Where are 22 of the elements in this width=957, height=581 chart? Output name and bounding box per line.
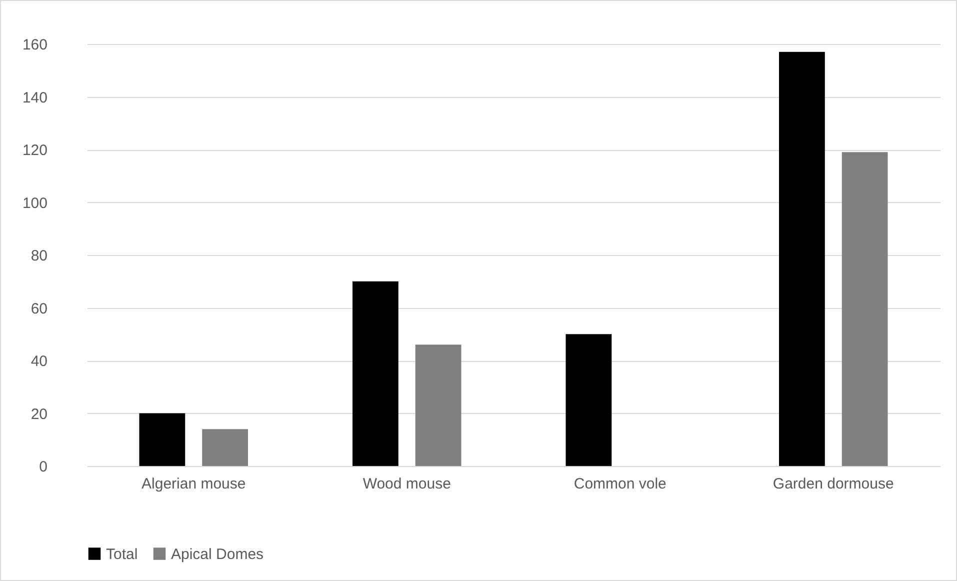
x-tick-label: Garden dormouse bbox=[772, 476, 894, 492]
bar bbox=[566, 334, 612, 466]
bar bbox=[352, 281, 398, 466]
y-tick-label: 80 bbox=[30, 248, 48, 264]
y-tick-label: 100 bbox=[22, 194, 48, 212]
bar bbox=[778, 52, 825, 466]
bar bbox=[842, 152, 888, 466]
y-tick-label: 120 bbox=[22, 142, 48, 159]
bar bbox=[139, 413, 186, 466]
y-tick-label: 140 bbox=[22, 89, 48, 106]
y-tick-label: 20 bbox=[30, 406, 48, 423]
y-tick-label: 60 bbox=[30, 300, 48, 318]
y-tick-label: 160 bbox=[22, 36, 48, 54]
x-tick-label: Wood mouse bbox=[362, 476, 451, 492]
x-tick-label: Algerian mouse bbox=[142, 476, 246, 492]
bar bbox=[415, 344, 462, 466]
x-tick-label: Common vole bbox=[574, 476, 666, 492]
y-tick-label: 0 bbox=[39, 458, 48, 476]
bar bbox=[202, 429, 248, 466]
legend-label: Apical Domes bbox=[171, 546, 264, 563]
y-tick-label: 40 bbox=[30, 353, 48, 370]
legend-label: Total bbox=[106, 546, 138, 563]
